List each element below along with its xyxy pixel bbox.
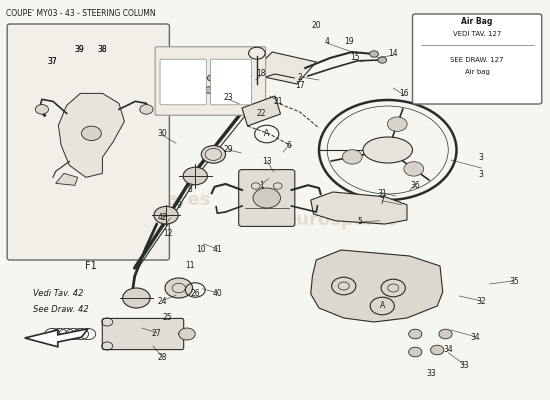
Text: 38: 38 bbox=[97, 46, 107, 54]
Text: 37: 37 bbox=[47, 58, 57, 66]
Circle shape bbox=[409, 347, 422, 357]
FancyBboxPatch shape bbox=[155, 47, 266, 115]
Text: A: A bbox=[379, 302, 385, 310]
Circle shape bbox=[404, 162, 424, 176]
Text: 15: 15 bbox=[350, 54, 360, 62]
Circle shape bbox=[81, 126, 101, 140]
Text: 13: 13 bbox=[262, 158, 272, 166]
Text: 39: 39 bbox=[75, 46, 85, 54]
Text: 39: 39 bbox=[75, 46, 85, 54]
Polygon shape bbox=[311, 250, 443, 322]
Text: 1: 1 bbox=[259, 182, 263, 190]
Text: 17: 17 bbox=[295, 82, 305, 90]
Text: A: A bbox=[264, 130, 270, 138]
Polygon shape bbox=[25, 329, 88, 347]
Text: 28: 28 bbox=[157, 354, 167, 362]
Text: 38: 38 bbox=[97, 46, 107, 54]
Circle shape bbox=[35, 104, 48, 114]
Circle shape bbox=[439, 329, 452, 339]
Polygon shape bbox=[311, 192, 407, 224]
Text: 32: 32 bbox=[476, 298, 486, 306]
Text: 21: 21 bbox=[273, 98, 283, 106]
Text: 23: 23 bbox=[223, 94, 233, 102]
Text: 19: 19 bbox=[344, 38, 354, 46]
Circle shape bbox=[342, 150, 362, 164]
Circle shape bbox=[183, 167, 207, 185]
Text: 18: 18 bbox=[256, 70, 266, 78]
Text: eurospares: eurospares bbox=[97, 191, 211, 209]
Text: 25: 25 bbox=[163, 314, 173, 322]
Text: 20: 20 bbox=[311, 22, 321, 30]
Text: 41: 41 bbox=[212, 246, 222, 254]
Text: 31: 31 bbox=[377, 190, 387, 198]
Text: 3: 3 bbox=[479, 170, 483, 178]
Polygon shape bbox=[58, 93, 124, 177]
Circle shape bbox=[409, 329, 422, 339]
FancyBboxPatch shape bbox=[102, 318, 184, 350]
Circle shape bbox=[140, 104, 153, 114]
Circle shape bbox=[201, 146, 225, 163]
Text: 10: 10 bbox=[196, 246, 206, 254]
Text: 40: 40 bbox=[212, 290, 222, 298]
Text: 34: 34 bbox=[471, 334, 481, 342]
Text: 24: 24 bbox=[157, 298, 167, 306]
Text: F1: F1 bbox=[85, 261, 97, 271]
Circle shape bbox=[378, 57, 387, 63]
Text: 2: 2 bbox=[298, 74, 302, 82]
Circle shape bbox=[165, 278, 192, 298]
Polygon shape bbox=[242, 96, 280, 126]
Text: 5: 5 bbox=[358, 218, 362, 226]
Text: eurospares: eurospares bbox=[284, 211, 398, 229]
FancyBboxPatch shape bbox=[239, 170, 295, 226]
Text: 34: 34 bbox=[443, 346, 453, 354]
Text: 8: 8 bbox=[188, 186, 192, 194]
FancyBboxPatch shape bbox=[211, 59, 251, 105]
Circle shape bbox=[179, 328, 195, 340]
Circle shape bbox=[123, 288, 150, 308]
Text: 33: 33 bbox=[460, 362, 470, 370]
Polygon shape bbox=[56, 173, 78, 185]
Text: 9: 9 bbox=[177, 202, 181, 210]
Ellipse shape bbox=[363, 137, 412, 163]
Text: 4: 4 bbox=[325, 38, 329, 46]
Text: 35: 35 bbox=[509, 278, 519, 286]
Circle shape bbox=[370, 51, 378, 57]
Text: 36: 36 bbox=[410, 182, 420, 190]
Text: 16: 16 bbox=[399, 90, 409, 98]
Text: Air Bag: Air Bag bbox=[461, 18, 493, 26]
Polygon shape bbox=[250, 52, 316, 84]
FancyBboxPatch shape bbox=[160, 59, 206, 105]
Text: 29: 29 bbox=[223, 146, 233, 154]
Circle shape bbox=[205, 87, 213, 93]
Circle shape bbox=[431, 345, 444, 355]
Text: 14: 14 bbox=[388, 50, 398, 58]
Text: 30: 30 bbox=[157, 130, 167, 138]
Circle shape bbox=[373, 139, 403, 161]
Text: 6: 6 bbox=[287, 142, 291, 150]
Text: 33: 33 bbox=[427, 370, 437, 378]
Circle shape bbox=[387, 117, 407, 131]
Circle shape bbox=[207, 75, 216, 81]
Text: 37: 37 bbox=[47, 58, 57, 66]
Text: Vedi Tav. 42: Vedi Tav. 42 bbox=[33, 290, 84, 298]
Text: See Draw. 42: See Draw. 42 bbox=[33, 306, 89, 314]
Text: 12: 12 bbox=[163, 230, 173, 238]
FancyBboxPatch shape bbox=[412, 14, 542, 104]
Text: SEE DRAW. 127: SEE DRAW. 127 bbox=[450, 57, 504, 63]
Text: Air bag: Air bag bbox=[465, 69, 490, 75]
Text: 11: 11 bbox=[185, 262, 195, 270]
Circle shape bbox=[253, 188, 280, 208]
Text: 26: 26 bbox=[190, 290, 200, 298]
Text: 42: 42 bbox=[157, 214, 167, 222]
Text: VEDI TAV. 127: VEDI TAV. 127 bbox=[453, 31, 501, 37]
Text: COUPE' MY03 - 43 - STEERING COLUMN: COUPE' MY03 - 43 - STEERING COLUMN bbox=[6, 9, 155, 18]
Text: 27: 27 bbox=[152, 330, 162, 338]
Text: 22: 22 bbox=[256, 110, 266, 118]
Circle shape bbox=[154, 206, 178, 224]
Text: 3: 3 bbox=[479, 154, 483, 162]
FancyBboxPatch shape bbox=[7, 24, 169, 260]
Text: 7: 7 bbox=[380, 198, 384, 206]
